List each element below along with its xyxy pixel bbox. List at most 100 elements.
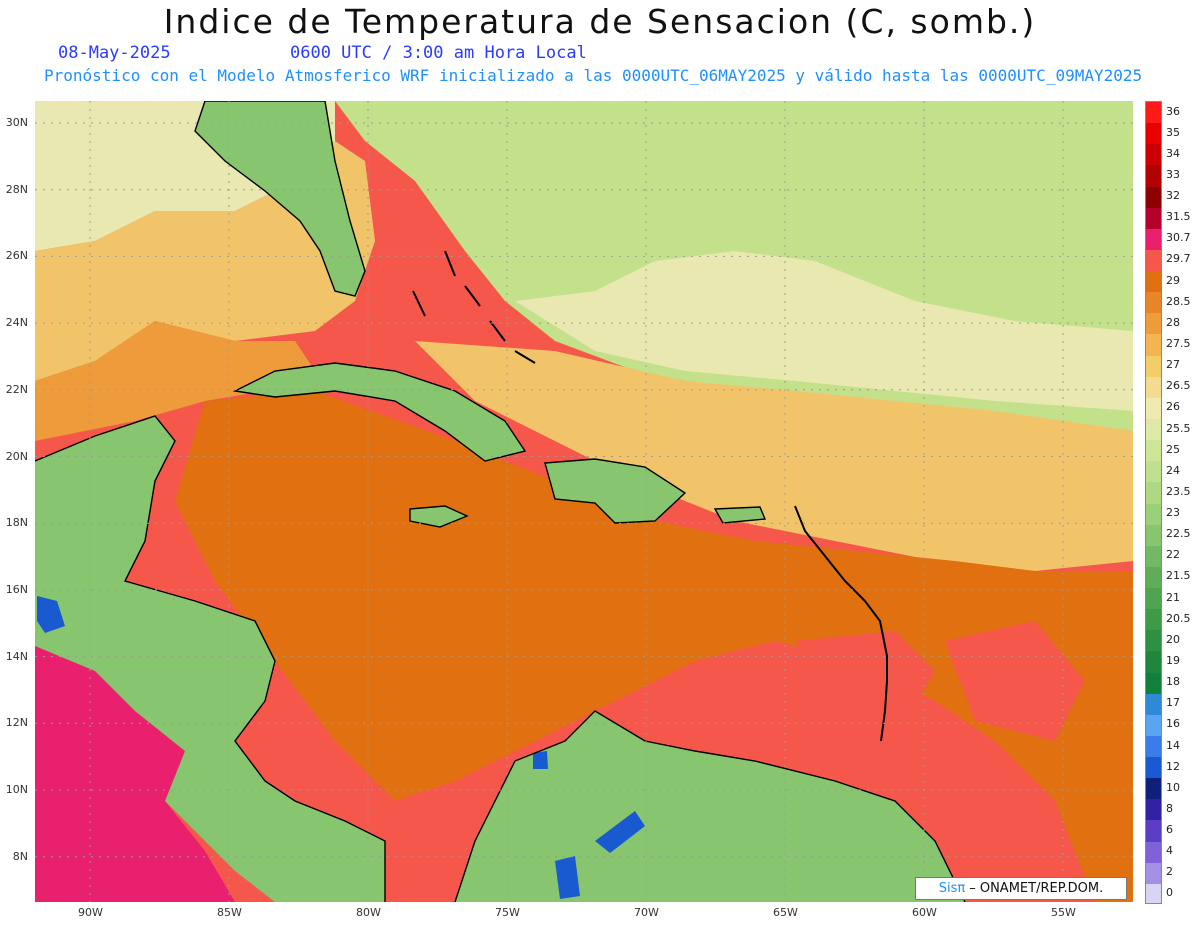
colorbar-label: 28.5 [1166,294,1191,308]
lesser-antilles [794,505,888,742]
colorbar-segment [1146,820,1161,843]
colorbar-label: 12 [1166,759,1180,773]
colorbar-label: 23.5 [1166,484,1191,498]
longitude-label: 80W [356,906,381,919]
colorbar-label: 23 [1166,506,1180,520]
colorbar-label: 30.7 [1166,231,1191,245]
colorbar-label: 27 [1166,358,1180,372]
colorbar-segment [1146,186,1161,209]
latitude-label: 12N [5,716,28,730]
colorbar-label: 17 [1166,696,1180,710]
colorbar-segment [1146,461,1161,483]
colorbar-label: 14 [1166,738,1180,752]
colorbar-label: 36 [1166,104,1180,118]
colorbar-label: 28 [1166,315,1180,329]
credit-box: Sisπ – ONAMET/REP.DOM. [915,877,1127,900]
pacific-hot-field [35,646,235,902]
colorbar-label: 31.5 [1166,210,1191,224]
colorbar-label: 26.5 [1166,379,1191,393]
colorbar-label: 33 [1166,167,1180,181]
colorbar-segment [1146,799,1161,821]
colorbar-segment [1146,566,1161,589]
colorbar-segment [1146,334,1161,357]
coastlines [35,101,966,902]
gulf-warm-field [35,321,315,441]
colorbar-label: 20 [1166,632,1180,646]
colorbar-label: 32 [1166,189,1180,203]
colorbar-segment [1146,355,1161,378]
longitude-label: 65W [773,906,798,919]
colorbar-segment [1146,883,1161,903]
colorbar-segment [1146,651,1161,674]
colorbar-label: 34 [1166,146,1180,160]
colorbar-segment [1146,672,1161,695]
colorbar-segment [1146,102,1161,124]
colorbar-label: 18 [1166,675,1180,689]
colorbar-segment [1146,482,1161,504]
colorbar-segment [1146,588,1161,610]
credit-org: – ONAMET/REP.DOM. [969,881,1104,896]
colorbar-segment [1146,524,1161,547]
colorbar-segment [1146,207,1161,230]
colorbar-label: 10 [1166,780,1180,794]
colorbar-label: 21.5 [1166,569,1191,583]
colorbar-label: 21 [1166,590,1180,604]
colorbar-segment [1146,714,1161,737]
colorbar-segment [1146,144,1161,166]
colorbar-segment [1146,735,1161,758]
colorbar-label: 6 [1166,823,1173,837]
colorbar-segment [1146,376,1161,399]
florida-land [195,101,365,296]
colorbar-segment [1146,123,1161,145]
latitude-label: 22N [5,382,28,396]
north-pale-band [515,251,1133,411]
colorbar-segment [1146,292,1161,314]
colorbar [1145,101,1162,904]
colorbar-label: 27.5 [1166,337,1191,350]
colorbar-label: 25 [1166,442,1180,456]
colorbar-label: 16 [1166,717,1180,731]
colorbar-segment [1146,778,1161,800]
latitude-label: 28N [5,182,28,196]
cold-pocket-santa-marta [533,751,548,769]
forecast-info: Pronóstico con el Modelo Atmosferico WRF… [44,66,1143,85]
longitude-label: 70W [634,906,659,919]
colorbar-label: 19 [1166,653,1180,667]
longitude-label: 90W [78,906,103,919]
latitude-label: 14N [5,649,28,663]
colorbar-segment [1146,271,1161,293]
colorbar-label: 2 [1166,865,1173,879]
longitude-label: 60W [912,906,937,919]
colorbar-label: 4 [1166,844,1173,858]
south-america-land [455,711,965,902]
longitude-label: 85W [217,906,242,919]
latitude-label: 30N [5,116,28,129]
colorbar-label: 8 [1166,801,1173,815]
colorbar-segment [1146,693,1161,716]
colorbar-segment [1146,630,1161,652]
credit-sis: Sisπ [938,881,966,896]
latitude-label: 8N [12,849,28,863]
colorbar-segment [1146,418,1161,441]
puerto-rico-land [715,507,765,523]
hispaniola-land [545,459,685,523]
colorbar-segment [1146,165,1161,188]
heat-index-map [35,101,1133,902]
forecast-time: 0600 UTC / 3:00 am Hora Local [290,43,587,63]
latitude-label: 16N [5,582,28,596]
colorbar-segment [1146,397,1161,420]
colorbar-segment [1146,228,1161,251]
longitude-label: 55W [1051,906,1076,919]
cold-pocket-honduras [37,596,65,633]
colorbar-segment [1146,862,1161,885]
colorbar-label: 22.5 [1166,527,1191,541]
east-hot-patch [795,631,935,721]
colorbar-segment [1146,757,1161,779]
latitude-label: 20N [5,449,28,463]
colorbar-segment [1146,249,1161,272]
colorbar-label: 20.5 [1166,611,1191,625]
colorbar-segment [1146,313,1161,335]
colorbar-label: 26 [1166,400,1180,414]
colorbar-label: 29.7 [1166,252,1191,266]
forecast-date: 08-May-2025 [58,43,171,63]
